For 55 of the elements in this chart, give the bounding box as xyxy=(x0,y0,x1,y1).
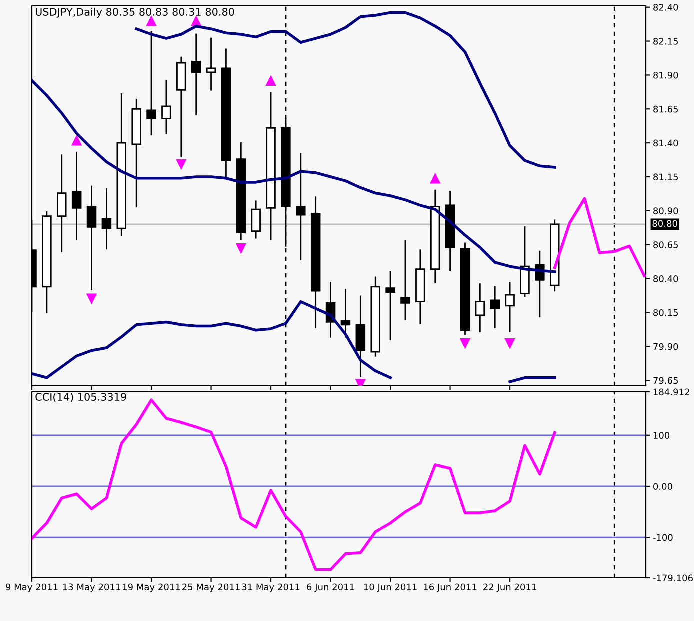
point xyxy=(460,338,471,350)
chart-title: CCI(14) 105.3319 xyxy=(36,392,126,402)
y-tick-label: 79.65 xyxy=(654,377,678,384)
x-tick-label: 31 May 2011 xyxy=(242,584,300,592)
point xyxy=(266,75,276,86)
x-tick-label: 6 Jun 2011 xyxy=(307,584,354,592)
point xyxy=(430,172,441,184)
candlestick xyxy=(340,288,351,338)
candlestick xyxy=(296,153,306,260)
candlestick xyxy=(146,31,156,136)
point xyxy=(176,159,187,170)
x-tick-label: 16 Jun 2011 xyxy=(424,584,477,592)
candlestick xyxy=(490,286,500,328)
y-tick-label: 79.90 xyxy=(654,343,678,350)
y-tick-label: 81.90 xyxy=(654,72,678,79)
candlestick xyxy=(400,240,410,320)
y-tick-label: 82.40 xyxy=(654,4,678,11)
candlestick xyxy=(505,282,515,332)
candlestick xyxy=(72,152,82,240)
candlestick xyxy=(206,38,216,91)
x-tick-label: 22 Jun 2011 xyxy=(484,584,536,592)
candlestick xyxy=(191,34,202,116)
y-tick-label: 184.912 xyxy=(654,388,690,396)
x-tick-label: 19 May 2011 xyxy=(123,584,180,592)
candlestick xyxy=(251,200,261,239)
ref-line-label: 80.80 xyxy=(652,220,678,228)
point xyxy=(146,16,157,26)
x-tick-label: 9 May 2011 xyxy=(6,584,58,592)
candlestick xyxy=(57,154,67,252)
point xyxy=(86,294,98,305)
point xyxy=(504,338,516,350)
y-tick-label: 82.15 xyxy=(654,38,678,45)
x-tick-label: 13 May 2011 xyxy=(63,584,120,592)
candlestick xyxy=(162,80,172,134)
point xyxy=(236,244,247,254)
line-series xyxy=(553,197,646,278)
candlestick xyxy=(102,188,112,250)
y-tick-label: 80.65 xyxy=(654,242,678,248)
y-tick-label: 81.15 xyxy=(654,174,678,181)
y-tick-label: 80.40 xyxy=(654,276,678,282)
y-tick-label: 0.00 xyxy=(654,483,672,490)
y-tick-label: -100 xyxy=(653,534,673,542)
x-tick-label: 25 May 2011 xyxy=(182,584,240,592)
x-tick-label: 10 Jun 2011 xyxy=(364,584,417,592)
chart-title: USDJPY,Daily 80.35 80.83 80.31 80.80 xyxy=(36,8,234,18)
y-tick-label: 80.90 xyxy=(654,208,678,214)
candlestick xyxy=(386,271,396,341)
y-tick-label: 81.40 xyxy=(654,140,678,147)
candlestick xyxy=(475,284,486,332)
point xyxy=(71,134,82,146)
y-tick-label: 80.15 xyxy=(654,309,678,316)
candlestick xyxy=(86,186,97,290)
y-tick-label: 81.65 xyxy=(654,106,678,113)
y-tick-label: -179.106 xyxy=(653,574,693,582)
y-tick-label: 100 xyxy=(654,432,670,439)
